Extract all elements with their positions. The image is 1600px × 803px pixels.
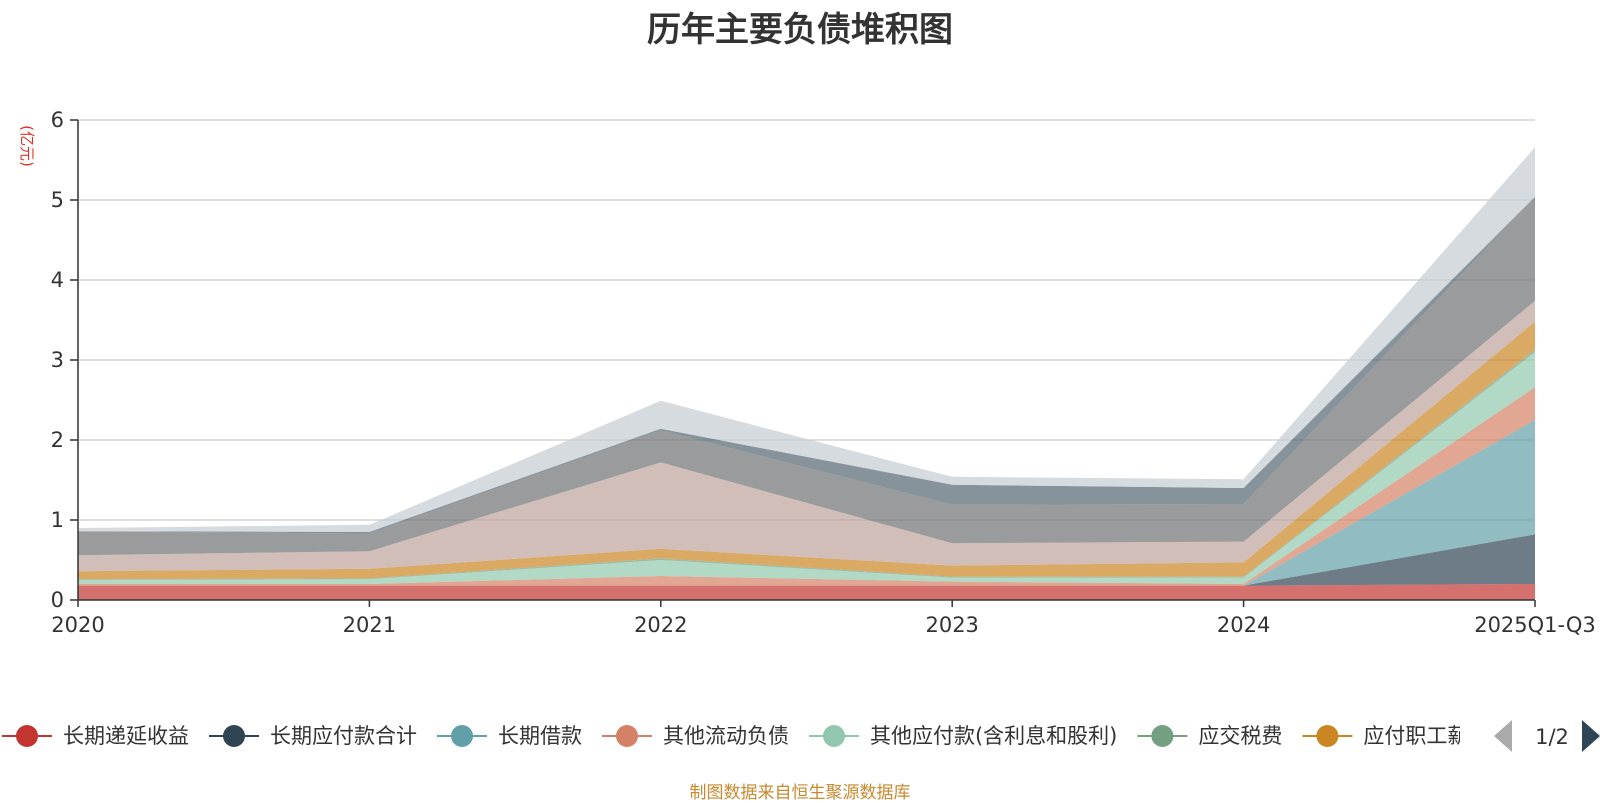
area-series-1 xyxy=(78,584,1535,600)
y-tick-label: 1 xyxy=(51,508,64,532)
y-tick-label: 4 xyxy=(51,268,64,292)
legend-page-indicator: 1/2 xyxy=(1535,725,1569,749)
legend-circle-marker xyxy=(1151,725,1174,747)
legend-label: 长期应付款合计 xyxy=(270,724,417,748)
area-series-9 xyxy=(78,196,1535,556)
y-tick-label: 5 xyxy=(51,188,64,212)
y-tick-label: 2 xyxy=(51,428,64,452)
legend-label: 其他应付款(含利息和股利) xyxy=(870,724,1117,748)
area-series-2 xyxy=(78,534,1535,586)
legend-item[interactable]: 其他应付款(含利息和股利) xyxy=(808,724,1117,748)
y-tick-label: 3 xyxy=(51,348,64,372)
legend-circle-marker xyxy=(16,725,38,747)
legend: 长期递延收益 长期应付款合计 长期借款 其他流动负债 其他应付款(含利息和股利) 应交税费… xyxy=(2,720,1600,752)
x-tick-label: 2023 xyxy=(925,613,978,637)
legend-item[interactable]: 应付职工薪酬 xyxy=(1302,724,1489,748)
axes: 0 1 2 3 4 5 6 2020 2021 2022 2023 2024 2025Q1-Q3 (亿元) xyxy=(18,108,1596,637)
legend-circle-marker xyxy=(822,725,845,747)
legend-label: 应付职工薪酬 xyxy=(1363,724,1489,748)
y-axis-unit-label: (亿元) xyxy=(18,125,36,167)
data-source-footer: 制图数据来自恒生聚源数据库 xyxy=(689,783,911,803)
legend-label: 应交税费 xyxy=(1198,724,1282,748)
legend-label: 其他流动负债 xyxy=(663,724,789,748)
x-tick-label: 2022 xyxy=(634,613,687,637)
legend-circle-marker xyxy=(222,725,245,747)
area-series-8 xyxy=(78,300,1535,572)
area-series-11 xyxy=(78,147,1535,532)
area-series-10 xyxy=(78,196,1535,534)
x-tick-label: 2024 xyxy=(1217,613,1270,637)
legend-circle-marker xyxy=(615,725,638,747)
legend-label: 长期递延收益 xyxy=(63,724,189,748)
y-tick-label: 6 xyxy=(51,108,64,132)
legend-item[interactable]: 长期应付款合计 xyxy=(208,724,417,748)
legend-item[interactable]: 长期递延收益 xyxy=(2,724,189,748)
x-tick-label: 2020 xyxy=(51,613,104,637)
legend-circle-marker xyxy=(450,725,473,747)
chart-title: 历年主要负债堆积图 xyxy=(647,10,953,50)
legend-item[interactable]: 长期借款 xyxy=(436,724,582,748)
legend-item[interactable]: 其他流动负债 xyxy=(601,724,789,748)
legend-label: 长期借款 xyxy=(498,724,582,748)
x-tick-label: 2025Q1-Q3 xyxy=(1474,613,1596,637)
legend-prev-icon[interactable] xyxy=(1494,720,1512,752)
legend-item[interactable]: 应交税费 xyxy=(1137,724,1282,748)
y-tick-label: 0 xyxy=(51,588,64,612)
stacked-areas xyxy=(78,147,1535,600)
legend-circle-marker xyxy=(1316,725,1339,747)
x-tick-label: 2021 xyxy=(343,613,396,637)
legend-items: 长期递延收益 长期应付款合计 长期借款 其他流动负债 其他应付款(含利息和股利) 应交税费… xyxy=(2,724,1489,748)
legend-next-icon[interactable] xyxy=(1582,720,1600,752)
